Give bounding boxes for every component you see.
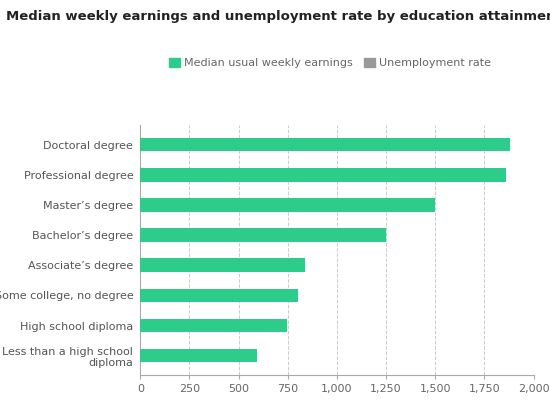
Bar xyxy=(140,289,298,302)
Bar xyxy=(140,198,434,212)
Bar xyxy=(140,349,257,362)
Bar xyxy=(140,168,506,182)
Bar xyxy=(140,259,305,272)
Bar xyxy=(140,319,287,332)
Bar xyxy=(140,138,510,151)
Legend: Median usual weekly earnings, Unemployment rate: Median usual weekly earnings, Unemployme… xyxy=(164,53,496,73)
Bar xyxy=(140,229,386,242)
Text: Median weekly earnings and unemployment rate by education attainment, 2019: Median weekly earnings and unemployment … xyxy=(6,10,550,23)
